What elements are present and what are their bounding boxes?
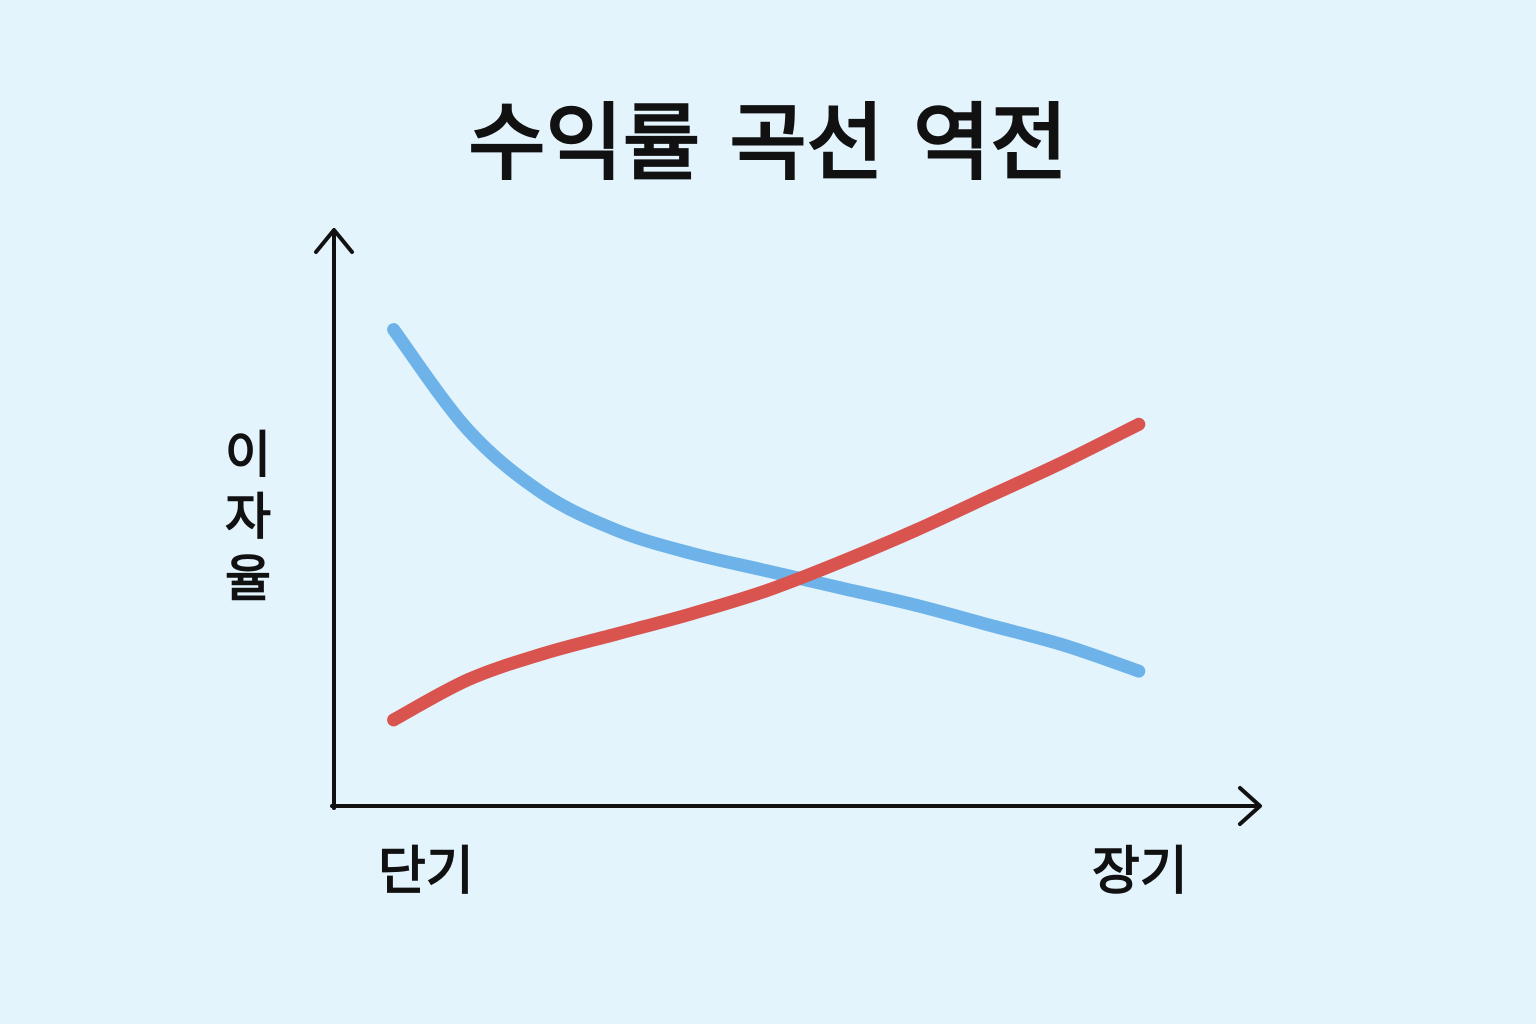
y-axis-label-char-0: 이 [225,426,271,484]
series-layer [387,323,1146,727]
series-line-red [387,417,1146,727]
x-axis-arrowhead [1238,786,1262,826]
y-axis-arrowhead [314,228,354,254]
x-tick-label-short: 단기 [378,842,474,902]
y-axis-label-char-1: 자 [225,488,271,546]
y-axis-label-char-2: 율 [225,550,271,608]
chart-title: 수익률 곡선 역전 [468,94,1068,192]
x-tick-label-long: 장기 [1092,842,1188,902]
series-line-blue [387,323,1146,678]
